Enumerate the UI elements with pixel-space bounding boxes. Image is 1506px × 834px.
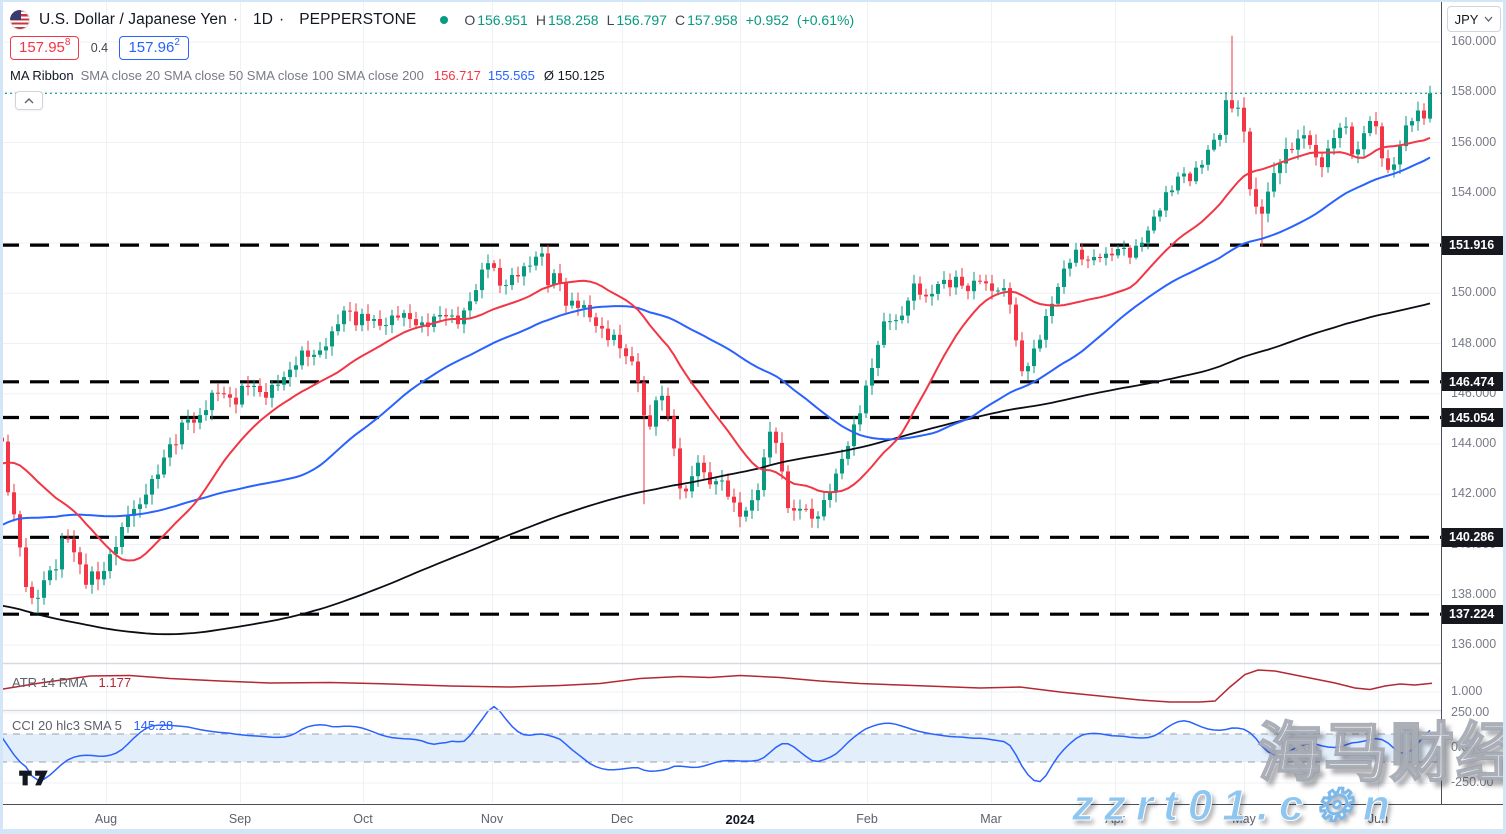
atr-pane-legend[interactable]: ATR 14 RMA 1.177 bbox=[12, 675, 131, 690]
cci-indicator-label[interactable]: CCI 20 hlc3 SMA 5 bbox=[12, 718, 122, 733]
price-axis[interactable]: JPY 160.000 158.000 156.000 154.000 150.000 1… bbox=[1441, 0, 1506, 804]
legend-collapse-button[interactable] bbox=[15, 91, 43, 110]
cci-axis-tick: 0.00 bbox=[1451, 740, 1476, 754]
indicator-name[interactable]: MA Ribbon bbox=[10, 67, 74, 83]
bid-price: 157.95 bbox=[19, 38, 65, 56]
cci-axis-tick: 250.00 bbox=[1451, 705, 1490, 719]
high-label: H bbox=[535, 12, 546, 28]
us-flag-icon bbox=[10, 10, 30, 30]
time-axis-label: May bbox=[1232, 812, 1256, 826]
time-axis-label: 2024 bbox=[725, 812, 755, 827]
currency-selector-button[interactable]: JPY bbox=[1447, 6, 1501, 32]
price-tick: 148.000 bbox=[1451, 335, 1497, 350]
spread-value: 0.4 bbox=[90, 40, 109, 55]
time-axis-label: Mar bbox=[980, 812, 1002, 826]
ma-ribbon-legend[interactable]: MA Ribbon SMA close 20 SMA close 50 SMA … bbox=[10, 66, 605, 84]
cci-pane-legend[interactable]: CCI 20 hlc3 SMA 5 145.28 bbox=[12, 718, 173, 733]
quote-row: 157.95 8 0.4 157.96 2 bbox=[10, 35, 189, 60]
ohlc-readout: O 156.951 H 158.258 L 156.797 C 157.958 +0.9… bbox=[464, 12, 854, 28]
ask-price-fraction: 2 bbox=[174, 36, 180, 48]
price-level-badge: 151.916 bbox=[1442, 235, 1506, 255]
price-tick: 138.000 bbox=[1451, 586, 1497, 601]
close-label: C bbox=[674, 12, 686, 28]
time-axis-label: Aug bbox=[94, 812, 118, 826]
average-symbol: Ø bbox=[543, 67, 554, 83]
time-axis-label: Oct bbox=[353, 812, 373, 826]
buy-ask-button[interactable]: 157.96 2 bbox=[119, 35, 189, 60]
price-tick: 154.000 bbox=[1451, 184, 1497, 199]
symbol-legend-row: U.S. Dollar / Japanese Yen · 1D · PEPPER… bbox=[10, 7, 854, 33]
atr-value: 1.177 bbox=[98, 675, 132, 690]
atr-axis-tick: 1.000 bbox=[1451, 684, 1483, 698]
sell-bid-button[interactable]: 157.95 8 bbox=[10, 35, 80, 60]
time-axis-label: Apr bbox=[1105, 812, 1125, 826]
price-tick: 158.000 bbox=[1451, 84, 1497, 99]
currency-label: JPY bbox=[1454, 11, 1479, 27]
time-axis-label: Feb bbox=[856, 812, 878, 826]
price-level-badge: 140.286 bbox=[1442, 527, 1506, 547]
time-axis[interactable]: Aug Sep Oct Nov Dec 2024 Feb Mar Apr May Jun bbox=[0, 804, 1506, 834]
price-level-badge: 137.224 bbox=[1442, 604, 1506, 624]
price-tick: 142.000 bbox=[1451, 486, 1497, 501]
sma20-value: 156.717 bbox=[433, 67, 481, 83]
atr-indicator-label[interactable]: ATR 14 RMA bbox=[12, 675, 87, 690]
indicator-params: SMA close 20 SMA close 50 SMA close 100 … bbox=[80, 67, 424, 83]
time-axis-label: Dec bbox=[610, 812, 634, 826]
open-value: 156.951 bbox=[477, 12, 528, 28]
price-level-badge: 146.474 bbox=[1442, 372, 1506, 392]
price-tick: 144.000 bbox=[1451, 436, 1497, 450]
price-level-badge: 145.054 bbox=[1442, 408, 1506, 428]
price-tick: 150.000 bbox=[1451, 285, 1497, 300]
title-separator: · bbox=[232, 11, 239, 28]
time-axis-label: Sep bbox=[228, 812, 252, 826]
low-value: 156.797 bbox=[616, 12, 667, 28]
ask-price: 157.96 bbox=[128, 38, 175, 56]
price-tick: 160.000 bbox=[1451, 34, 1497, 48]
chevron-down-icon bbox=[1484, 16, 1493, 22]
close-value: 157.958 bbox=[687, 12, 738, 28]
cci-axis-tick: -250.00 bbox=[1451, 775, 1494, 789]
market-status-dot bbox=[440, 16, 449, 24]
open-label: O bbox=[464, 12, 476, 28]
chart-canvas[interactable] bbox=[0, 0, 1441, 804]
symbol-title[interactable]: U.S. Dollar / Japanese Yen bbox=[39, 11, 227, 28]
cci-value: 145.28 bbox=[133, 718, 174, 733]
time-axis-label: Jun bbox=[1367, 812, 1389, 826]
low-label: L bbox=[606, 12, 615, 28]
tradingview-logo[interactable] bbox=[18, 768, 50, 788]
change-value: +0.952 bbox=[745, 12, 789, 28]
price-tick: 136.000 bbox=[1451, 637, 1497, 651]
time-axis-label: Nov bbox=[480, 812, 504, 826]
sma50-value: 155.565 bbox=[487, 67, 535, 83]
chevron-up-icon bbox=[24, 97, 34, 103]
broker-label: PEPPERSTONE bbox=[299, 11, 417, 28]
timeframe-label[interactable]: 1D bbox=[253, 11, 274, 28]
title-separator: · bbox=[279, 11, 285, 28]
sma-average-value: 150.125 bbox=[557, 67, 605, 83]
price-tick: 156.000 bbox=[1451, 134, 1497, 149]
change-percent: (+0.61%) bbox=[796, 12, 855, 28]
bid-price-fraction: 8 bbox=[64, 36, 71, 48]
high-value: 158.258 bbox=[547, 12, 599, 28]
